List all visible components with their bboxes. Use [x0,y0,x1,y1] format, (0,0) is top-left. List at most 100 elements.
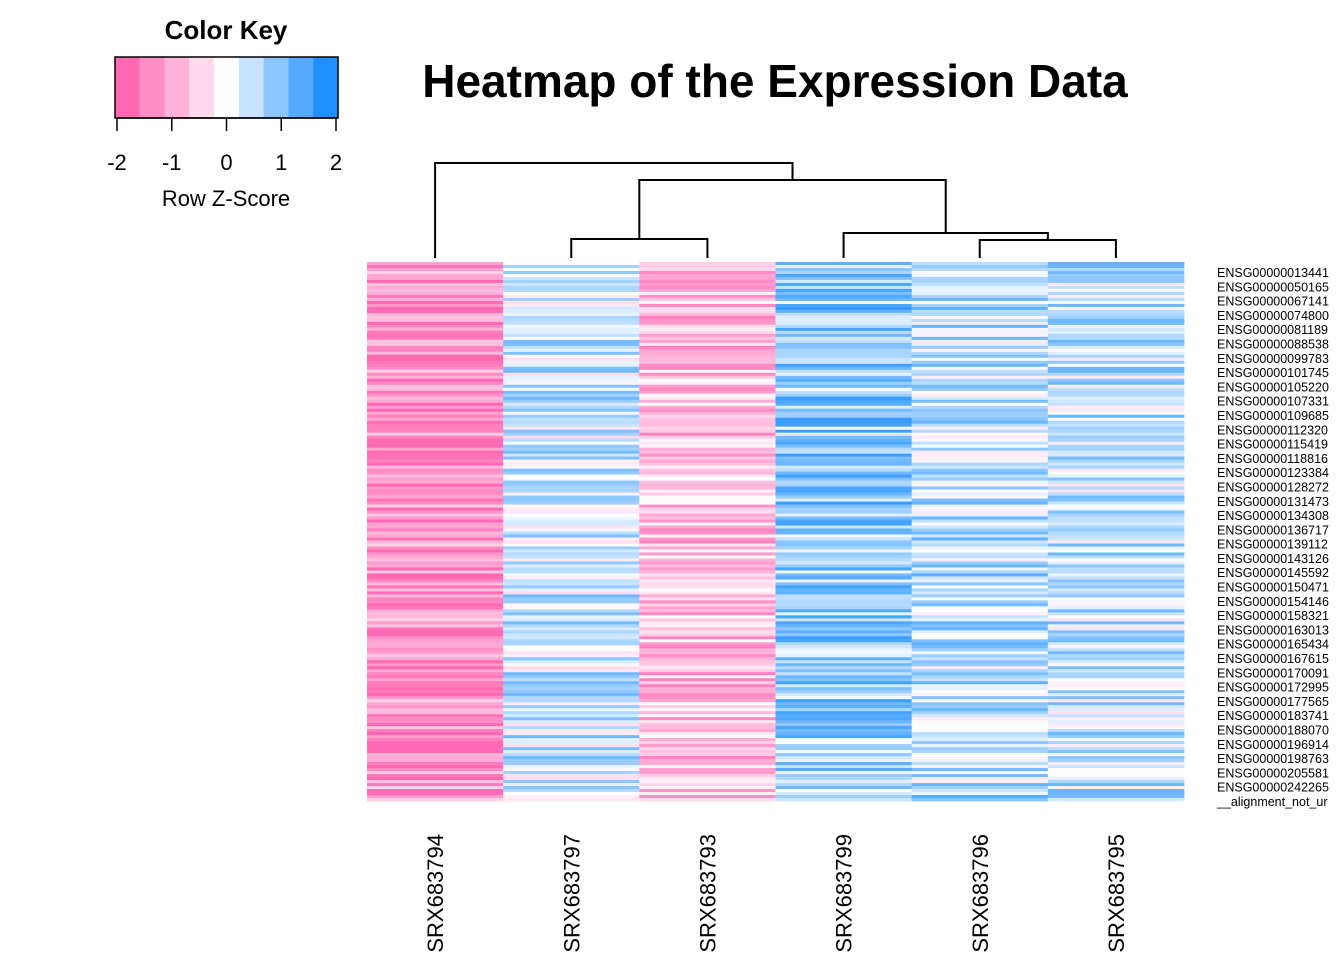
heatmap-cell [367,657,504,661]
heatmap-cell [911,558,1049,562]
heatmap-cell [503,723,640,727]
row-label: ENSG00000139112 [1217,538,1328,552]
dendrogram-branch [570,238,709,258]
heatmap-cell [911,726,1049,730]
heatmap-cell [503,732,640,736]
heatmap-cell [911,402,1049,407]
heatmap-cell [775,792,913,796]
heatmap-cell [367,624,504,628]
heatmap-cell [911,627,1049,631]
heatmap-cell [911,756,1049,760]
heatmap-cell [639,756,776,760]
heatmap-cell [911,774,1049,778]
heatmap-cell [503,786,640,790]
heatmap-cell [639,753,776,757]
heatmap-cell [775,396,913,401]
heatmap-cell [367,537,504,541]
heatmap-cell [367,447,504,452]
heatmap-cell [911,330,1049,335]
heatmap-cell [1047,558,1185,562]
heatmap-cell [639,744,776,748]
heatmap-cell [911,657,1049,661]
heatmap-cell [503,657,640,661]
heatmap-cell [367,453,504,458]
heatmap-cell [367,579,504,583]
heatmap-cell [1047,636,1185,640]
heatmap-cell [911,666,1049,670]
heatmap-cell [911,360,1049,365]
heatmap-cell [775,285,913,290]
heatmap-cell [1047,612,1185,616]
heatmap-cell [775,498,913,502]
heatmap-cell [367,561,504,565]
heatmap-cell [775,411,913,416]
heatmap-cell [775,735,913,739]
heatmap-cell [911,381,1049,386]
heatmap-cell [367,594,504,598]
heatmap-cell [503,603,640,607]
heatmap-cell [775,405,913,410]
heatmap-cell [775,366,913,371]
heatmap-cell [503,501,640,505]
color-key-tick-label: -1 [162,150,182,175]
row-label: ENSG00000158321 [1217,609,1329,623]
heatmap-cell [367,519,504,523]
heatmap-cell [775,423,913,428]
heatmap-cell [503,378,640,383]
heatmap-cell [639,684,776,688]
column-label: SRX683799 [832,834,857,953]
heatmap-cell [503,579,640,583]
heatmap-cell [367,744,504,748]
heatmap-cell [503,768,640,772]
heatmap-cell [1047,597,1185,601]
heatmap-cell [503,342,640,347]
heatmap-cell [1047,609,1185,613]
heatmap-cell [775,705,913,709]
heatmap-cell [911,423,1049,428]
heatmap-cell [775,534,913,538]
heatmap-cell [503,753,640,757]
color-key-swatch [313,57,339,118]
heatmap-cell [1047,288,1185,293]
heatmap-cell [367,480,504,484]
row-label: ENSG00000118816 [1217,452,1328,466]
heatmap-cell [503,441,640,446]
heatmap-cell [911,327,1049,332]
heatmap-cell [1047,513,1185,517]
heatmap-cell [503,597,640,601]
heatmap-cell [775,684,913,688]
heatmap-cell [911,552,1049,556]
heatmap-cell [503,288,640,293]
row-label: ENSG00000050165 [1217,280,1329,294]
heatmap-cell [911,714,1049,718]
heatmap-cell [1047,315,1185,320]
row-label: ENSG00000115419 [1217,438,1328,452]
heatmap-cell [911,768,1049,772]
column-label: SRX683795 [1104,834,1129,953]
heatmap-cell [367,627,504,631]
heatmap-cell [367,687,504,691]
heatmap-cell [503,750,640,754]
heatmap-cell [367,609,504,613]
heatmap-cell [775,372,913,377]
heatmap-cell [1047,663,1185,667]
heatmap-cell [367,525,504,529]
heatmap-cell [367,387,504,392]
heatmap-cell [911,735,1049,739]
heatmap-cell [367,684,504,688]
heatmap-cell [911,513,1049,517]
heatmap-cell [775,369,913,374]
color-key-tick-label: -2 [107,150,127,175]
heatmap-cell [911,447,1049,452]
heatmap-cell [639,582,776,586]
heatmap-cell [367,663,504,667]
heatmap-cell [367,474,504,478]
heatmap-cell [639,360,776,365]
heatmap-cell [911,465,1049,470]
heatmap-cell [1047,432,1185,437]
column-label: SRX683796 [968,834,993,953]
heatmap-cell [367,312,504,317]
heatmap-cell [911,285,1049,290]
heatmap-cell [911,270,1049,275]
heatmap-cell [503,273,640,278]
